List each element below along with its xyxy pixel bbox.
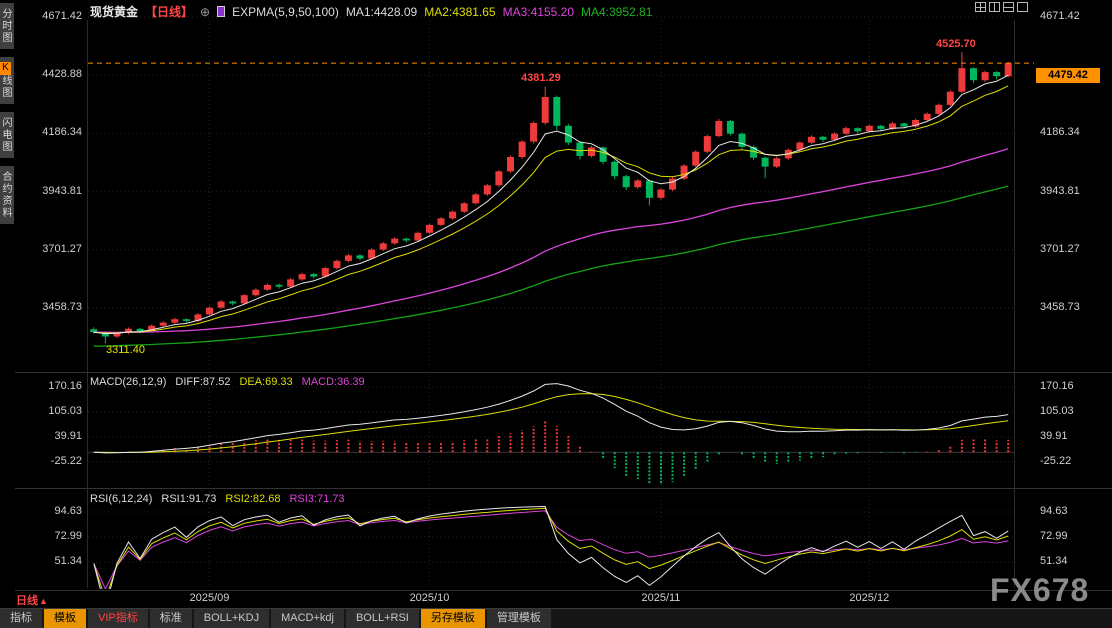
price-axis-label-left: 3458.73 — [42, 301, 82, 313]
price-annotation-october-high: 4381.29 — [521, 72, 561, 84]
macd-axis-label-left: 39.91 — [54, 429, 82, 442]
ma4-value: MA4:3952.81 — [581, 4, 653, 19]
price-axis-label-left: 3943.81 — [42, 184, 82, 197]
price-annotation-start-low: 3311.40 — [106, 344, 145, 356]
layout-two-vertical-icon[interactable] — [989, 2, 1000, 12]
period-arrow-icon: ▲ — [39, 596, 48, 606]
sidebar-item-lightning-chart[interactable]: 闪电图 — [0, 112, 14, 158]
toolbar-tab-save-template[interactable]: 另存模板 — [420, 609, 485, 628]
macd-dea-value: DEA:69.33 — [239, 376, 293, 388]
toolbar-tab-macd-kdj[interactable]: MACD+kdj — [271, 609, 344, 628]
toolbar-tab-standard[interactable]: 标准 — [149, 609, 192, 628]
macd-axis-label-right: -25.22 — [1040, 455, 1072, 467]
price-axis-label-left: 4186.34 — [42, 126, 82, 139]
macd-axis-label-left: -25.22 — [50, 455, 82, 467]
expma-title: EXPMA(5,9,50,100) — [232, 4, 339, 19]
price-axis-label-right: 4671.42 — [1040, 10, 1080, 22]
price-axis-label-left: 3701.27 — [42, 242, 82, 255]
macd-diff-value: DIFF:87.52 — [175, 376, 231, 388]
price-annotation-latest-high: 4525.70 — [936, 38, 976, 50]
indicator-flag-icon[interactable] — [217, 6, 226, 17]
ma1-value: MA1:4428.09 — [345, 4, 418, 19]
sidebar: 分时图 K线图闪电图合约资料 — [0, 0, 15, 608]
date-axis-label: 2025/12 — [849, 592, 890, 604]
price-axis-label-right: 3458.73 — [1040, 301, 1080, 313]
macd-axis-label-right: 105.03 — [1040, 405, 1074, 417]
date-axis-label: 2025/09 — [189, 592, 230, 604]
sidebar-item-kline-chart[interactable]: K线图 — [0, 57, 14, 104]
macd-macd-value: MACD:36.39 — [301, 376, 365, 388]
bottom-period-label[interactable]: 日线▲ — [16, 592, 48, 608]
chart-header: 现货黄金 【日线】 ⊕ EXPMA(5,9,50,100) MA1:4428.0… — [90, 3, 652, 20]
macd-axis-label-left: 170.16 — [48, 380, 82, 392]
rsi-axis-label-left: 94.63 — [54, 505, 82, 517]
rsi-axis-label-left: 51.34 — [54, 555, 82, 567]
toolbar-tab-boll-kdj[interactable]: BOLL+KDJ — [193, 609, 270, 628]
ma3-value: MA3:4155.20 — [502, 4, 574, 19]
macd-axis-label-right: 39.91 — [1040, 429, 1068, 442]
macd-panel-header: MACD(26,12,9) DIFF:87.52 DEA:69.33 MACD:… — [90, 376, 365, 388]
rsi-axis-label-right: 51.34 — [1040, 555, 1068, 567]
watermark: FX678 — [990, 572, 1090, 608]
price-axis-label-right: 3943.81 — [1040, 184, 1080, 197]
toolbar-tab-boll-rsi[interactable]: BOLL+RSI — [345, 609, 419, 628]
macd-axis-label-left: 105.03 — [48, 405, 82, 417]
sidebar-item-contract-info[interactable]: 合约资料 — [0, 166, 14, 224]
current-price-tag: 4479.42 — [1036, 68, 1100, 83]
rsi-axis-label-right: 72.99 — [1040, 529, 1068, 542]
sidebar-item-time-share-chart[interactable]: 分时图 — [0, 3, 14, 49]
layout-single-icon[interactable] — [1017, 2, 1028, 12]
rsi-panel-header: RSI(6,12,24) RSI1:91.73 RSI2:82.68 RSI3:… — [90, 493, 345, 505]
rsi1-value: RSI1:91.73 — [161, 493, 217, 505]
chart-plot-area[interactable] — [88, 20, 1014, 588]
period-tag[interactable]: 【日线】 — [145, 5, 194, 19]
rsi-axis-label-left: 72.99 — [54, 529, 82, 542]
price-axis-label-right: 3701.27 — [1040, 242, 1080, 255]
price-axis-label-left: 4428.88 — [42, 68, 82, 81]
plus-circle-icon[interactable]: ⊕ — [200, 4, 211, 19]
date-axis-label: 2025/11 — [641, 592, 681, 604]
toolbar-tab-manage-template[interactable]: 管理模板 — [486, 609, 551, 628]
date-axis-label: 2025/10 — [409, 592, 450, 604]
rsi-axis-label-right: 94.63 — [1040, 505, 1068, 517]
toolbar-tab-templates[interactable]: 模板 — [44, 609, 86, 628]
layout-quad-icon[interactable] — [975, 2, 986, 12]
bottom-toolbar: 指标 模板 VIP指标 标准 BOLL+KDJ MACD+kdj BOLL+RSI 另存模板管… — [0, 608, 1112, 628]
macd-title: MACD(26,12,9) — [90, 376, 167, 388]
price-axis-label-right: 4186.34 — [1040, 126, 1080, 139]
layout-two-horizontal-icon[interactable] — [1003, 2, 1014, 12]
toolbar-tab-vip-indicators[interactable]: VIP指标 — [88, 609, 148, 628]
macd-axis-label-right: 170.16 — [1040, 380, 1074, 392]
rsi2-value: RSI2:82.68 — [225, 493, 281, 505]
symbol-name: 现货黄金 — [90, 5, 139, 19]
rsi3-value: RSI3:71.73 — [289, 493, 345, 505]
rsi-title: RSI(6,12,24) — [90, 493, 153, 505]
price-axis-label-left: 4671.42 — [42, 10, 82, 22]
period-text: 日线 — [16, 595, 38, 607]
ma2-value: MA2:4381.65 — [424, 4, 496, 19]
window-layout-controls — [975, 2, 1028, 12]
toolbar-tab-indicators[interactable]: 指标 — [0, 609, 42, 628]
